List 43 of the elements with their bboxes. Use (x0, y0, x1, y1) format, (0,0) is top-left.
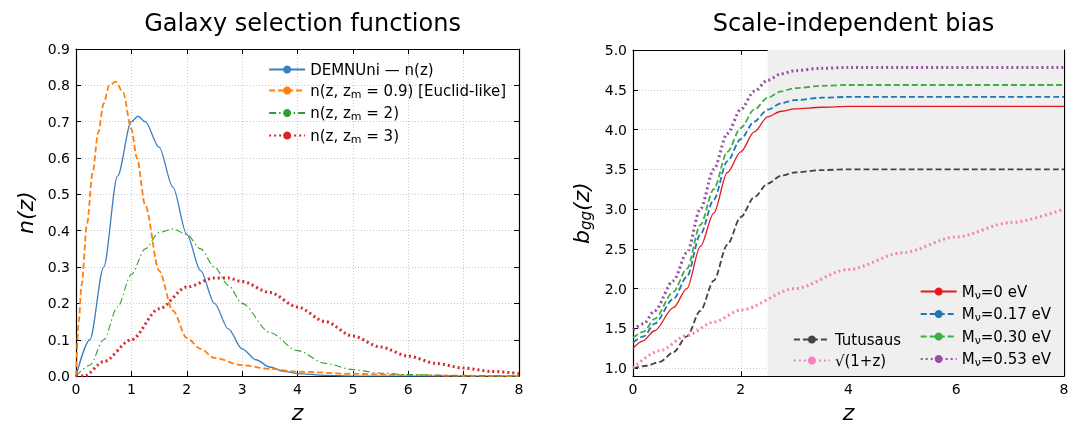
x-tick-label: 4 (844, 381, 854, 398)
y-axis-title: bgg(z) (568, 182, 596, 244)
y-tick-label: 0.0 (47, 368, 70, 385)
x-tick-label: 8 (514, 381, 524, 398)
legend-label: √(1+z) (834, 351, 887, 370)
legend-label: Tutusaus (833, 330, 902, 349)
x-axis-title: z (290, 399, 304, 425)
x-tick-label: 2 (182, 381, 192, 398)
y-tick-label: 0.6 (47, 150, 71, 167)
y-tick-label: 0.9 (47, 41, 70, 57)
x-tick-label: 2 (736, 381, 746, 398)
y-tick-label: 1.0 (604, 360, 627, 377)
y-tick-label: 4.5 (604, 81, 627, 98)
chart-title: Galaxy selection functions (144, 9, 461, 37)
x-tick-label: 1 (126, 381, 136, 398)
x-tick-label: 8 (1059, 381, 1069, 398)
x-tick-label: 0 (71, 381, 81, 398)
y-axis-title: n(z) (13, 191, 39, 234)
y-tick-label: 0.1 (47, 331, 70, 348)
y-tick-label: 3.0 (604, 201, 627, 218)
y-tick-label: 3.5 (604, 161, 627, 178)
x-tick-label: 7 (459, 381, 469, 398)
y-tick-label: 0.8 (47, 77, 70, 94)
y-tick-label: 0.5 (47, 186, 70, 203)
chart-title: Scale-independent bias (712, 9, 995, 37)
y-tick-label: 0.3 (47, 259, 70, 276)
x-tick-label: 4 (293, 381, 303, 398)
x-tick-label: 0 (628, 381, 638, 398)
line-series (632, 168, 1065, 370)
x-tick-label: 3 (237, 381, 247, 398)
y-tick-label: 2.0 (604, 280, 627, 297)
y-tick-label: 5.0 (604, 42, 627, 58)
x-tick-label: 6 (403, 381, 413, 398)
x-axis-title: z (841, 399, 855, 425)
y-tick-label: 0.4 (47, 222, 71, 239)
y-tick-label: 0.2 (47, 295, 70, 312)
y-tick-label: 2.5 (604, 240, 627, 257)
y-tick-label: 4.0 (604, 121, 627, 138)
y-tick-label: 0.7 (47, 113, 70, 130)
legend-label: DEMNUni — n(z) (310, 60, 434, 79)
x-tick-label: 6 (951, 381, 961, 398)
x-tick-label: 5 (348, 381, 358, 398)
y-tick-label: 1.5 (604, 320, 627, 337)
